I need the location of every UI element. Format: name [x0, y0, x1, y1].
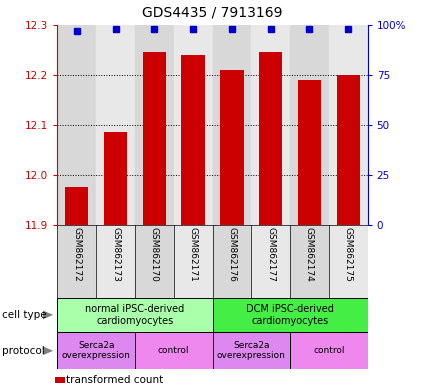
Text: GDS4435 / 7913169: GDS4435 / 7913169 [142, 6, 283, 20]
Text: transformed count: transformed count [66, 375, 163, 384]
Bar [135, 225, 174, 298]
Bar [57, 225, 96, 298]
Bar [251, 225, 290, 298]
Text: GSM862177: GSM862177 [266, 227, 275, 282]
Bar [290, 225, 329, 298]
Text: normal iPSC-derived
cardiomyocytes: normal iPSC-derived cardiomyocytes [85, 304, 184, 326]
Bar [329, 25, 368, 225]
Bar [212, 298, 368, 332]
Bar [290, 25, 329, 225]
Bar [212, 225, 251, 298]
Bar [104, 132, 127, 225]
Bar [57, 25, 96, 225]
Text: GSM862174: GSM862174 [305, 227, 314, 281]
Text: GSM862172: GSM862172 [72, 227, 81, 281]
Bar [96, 225, 135, 298]
Bar [57, 332, 135, 369]
Text: control: control [313, 346, 345, 355]
Text: GSM862175: GSM862175 [344, 227, 353, 282]
Bar [181, 55, 205, 225]
Bar [96, 25, 135, 225]
Text: protocol: protocol [2, 346, 45, 356]
Bar [65, 187, 88, 225]
Bar [135, 25, 174, 225]
Bar [174, 225, 212, 298]
Bar [298, 80, 321, 225]
Text: Serca2a
overexpression: Serca2a overexpression [62, 341, 130, 361]
Bar [220, 70, 244, 225]
Bar [290, 332, 368, 369]
Bar [259, 53, 282, 225]
Text: control: control [158, 346, 190, 355]
Bar [212, 25, 251, 225]
Polygon shape [42, 346, 53, 356]
Text: cell type: cell type [2, 310, 47, 320]
Bar [174, 25, 212, 225]
Text: GSM862173: GSM862173 [111, 227, 120, 282]
Text: DCM iPSC-derived
cardiomyocytes: DCM iPSC-derived cardiomyocytes [246, 304, 334, 326]
Bar [143, 53, 166, 225]
Bar [251, 25, 290, 225]
Text: Serca2a
overexpression: Serca2a overexpression [217, 341, 286, 361]
Bar [337, 75, 360, 225]
Bar [212, 332, 290, 369]
Bar [329, 225, 368, 298]
Bar [135, 332, 212, 369]
Text: GSM862170: GSM862170 [150, 227, 159, 282]
Text: GSM862176: GSM862176 [227, 227, 236, 282]
Bar [57, 298, 212, 332]
Text: GSM862171: GSM862171 [189, 227, 198, 282]
Polygon shape [42, 310, 53, 319]
